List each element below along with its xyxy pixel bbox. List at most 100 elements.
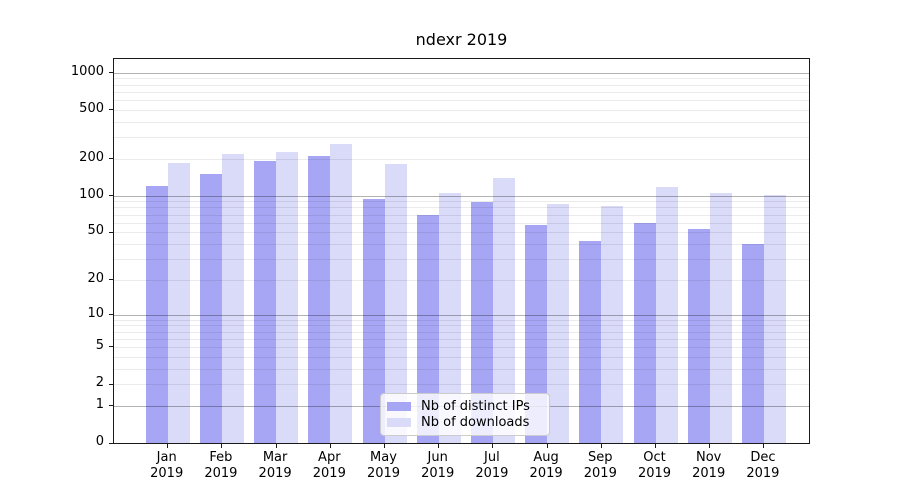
minor-gridline xyxy=(114,109,809,111)
minor-gridline xyxy=(114,319,809,321)
minor-gridline xyxy=(114,384,809,386)
x-tick-mark xyxy=(546,444,548,448)
bar-distinct-ips-feb xyxy=(199,174,222,443)
x-tick-label-jul: Jul 2019 xyxy=(475,450,509,481)
x-tick-label-may: May 2019 xyxy=(366,450,401,481)
x-tick-mark xyxy=(167,444,169,448)
y-tick-label: 200 xyxy=(79,149,104,165)
x-tick-mark xyxy=(655,444,656,448)
bar-downloads-sep xyxy=(601,206,624,443)
x-tick-mark xyxy=(384,444,385,448)
legend: Nb of distinct IPs Nb of downloads xyxy=(380,393,550,436)
bar-downloads-aug xyxy=(547,203,570,443)
x-tick-label-mar: Mar 2019 xyxy=(258,450,292,481)
y-tick-mark xyxy=(109,314,113,315)
minor-gridline xyxy=(114,78,809,80)
y-tick-mark xyxy=(109,195,113,197)
x-tick-mark xyxy=(438,444,440,448)
bar-downloads-may xyxy=(384,164,407,443)
x-tick-label-feb: Feb 2019 xyxy=(204,450,238,481)
x-tick-mark xyxy=(763,444,765,448)
bar-downloads-mar xyxy=(276,152,299,443)
minor-gridline xyxy=(114,368,809,370)
bar-distinct-ips-oct xyxy=(633,222,656,443)
bar-downloads-dec xyxy=(763,194,786,443)
bar-downloads-jul xyxy=(492,177,515,443)
minor-gridline xyxy=(114,100,809,101)
bar-distinct-ips-apr xyxy=(308,156,331,443)
x-tick-mark xyxy=(275,444,277,448)
y-tick-label: 2 xyxy=(95,375,104,391)
x-tick-mark xyxy=(221,444,223,448)
major-gridline xyxy=(114,195,809,197)
bar-downloads-apr xyxy=(330,143,353,443)
legend-swatch-downloads xyxy=(387,418,411,428)
x-tick-label-jun: Jun 2019 xyxy=(421,450,455,481)
bar-distinct-ips-nov xyxy=(687,229,710,443)
minor-gridline xyxy=(114,258,809,260)
minor-gridline xyxy=(114,121,809,123)
x-tick-label-sep: Sep 2019 xyxy=(583,450,617,481)
minor-gridline xyxy=(114,222,809,224)
y-tick-label: 0 xyxy=(95,434,104,449)
bar-distinct-ips-dec xyxy=(741,243,764,443)
minor-gridline xyxy=(114,91,809,93)
x-tick-label-jan: Jan 2019 xyxy=(150,450,184,481)
bar-downloads-jan xyxy=(167,162,190,443)
bar-downloads-oct xyxy=(655,186,678,443)
x-tick-mark xyxy=(709,444,711,448)
x-tick-label-apr: Apr 2019 xyxy=(312,450,346,481)
y-tick-label: 50 xyxy=(87,223,104,239)
minor-gridline xyxy=(114,158,809,160)
y-tick-mark xyxy=(109,231,113,233)
bar-downloads-nov xyxy=(709,193,732,443)
plot-area: Nb of distinct IPs Nb of downloads xyxy=(109,58,810,448)
y-tick-label: 20 xyxy=(87,270,104,286)
y-tick-mark xyxy=(109,346,113,348)
bar-distinct-ips-mar xyxy=(254,161,277,443)
minor-gridline xyxy=(114,201,809,203)
y-tick-label: 5 xyxy=(95,337,104,353)
bar-distinct-ips-aug xyxy=(525,225,548,443)
y-tick-mark xyxy=(109,72,113,74)
bar-distinct-ips-sep xyxy=(579,241,602,443)
minor-gridline xyxy=(114,279,809,281)
minor-gridline xyxy=(114,232,809,234)
minor-gridline xyxy=(114,84,809,86)
legend-label-distinct-ips: Nb of distinct IPs xyxy=(421,398,530,414)
bar-distinct-ips-jun xyxy=(416,215,439,443)
minor-gridline xyxy=(114,207,809,209)
minor-gridline xyxy=(114,356,809,358)
x-tick-mark xyxy=(600,444,602,448)
y-tick-mark xyxy=(109,405,113,407)
y-tick-mark xyxy=(109,383,113,385)
x-tick-mark xyxy=(329,444,331,448)
y-tick-label: 10 xyxy=(87,305,104,321)
y-tick-label: 100 xyxy=(79,186,104,202)
x-tick-label-oct: Oct 2019 xyxy=(637,450,672,481)
major-gridline xyxy=(114,314,809,316)
x-tick-label-dec: Dec 2019 xyxy=(746,450,780,481)
bar-downloads-jun xyxy=(438,193,461,443)
y-tick-mark xyxy=(109,279,113,281)
bar-downloads-feb xyxy=(221,153,244,443)
minor-gridline xyxy=(114,214,809,216)
legend-item-distinct-ips: Nb of distinct IPs xyxy=(387,399,541,414)
x-tick-label-aug: Aug 2019 xyxy=(529,450,563,481)
y-tick-mark xyxy=(109,109,113,111)
minor-gridline xyxy=(114,137,809,139)
y-tick-label: 1 xyxy=(95,396,104,412)
legend-item-downloads: Nb of downloads xyxy=(387,415,541,430)
minor-gridline xyxy=(114,346,809,348)
y-tick-mark xyxy=(109,442,113,444)
chart-title: ndexr 2019 xyxy=(415,30,508,49)
minor-gridline xyxy=(114,338,809,340)
minor-gridline xyxy=(114,331,809,333)
bar-distinct-ips-jan xyxy=(145,185,168,443)
major-gridline xyxy=(114,72,809,74)
legend-swatch-distinct-ips xyxy=(387,401,411,411)
y-tick-mark xyxy=(109,158,113,160)
legend-label-downloads: Nb of downloads xyxy=(421,415,530,431)
x-tick-mark xyxy=(492,444,494,448)
